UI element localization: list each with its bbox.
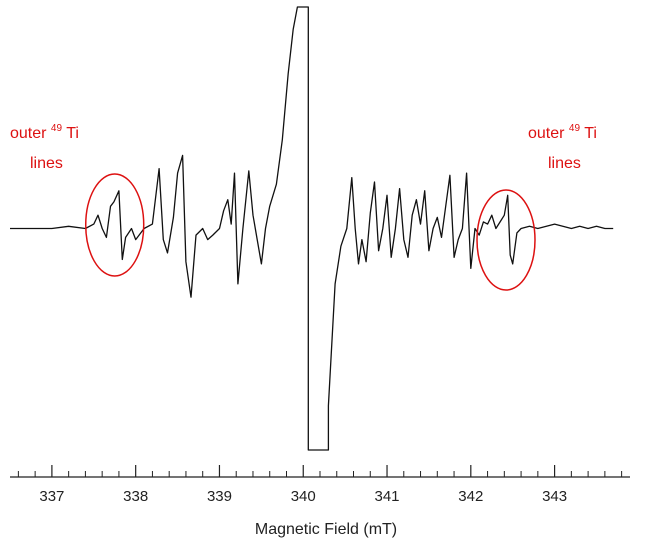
x-tick-label: 341 (375, 488, 400, 505)
x-tick-label: 337 (39, 488, 64, 505)
series-layer (10, 7, 613, 450)
annotations: outer 49 Ti lines outer 49 Ti lines (10, 123, 597, 290)
annotation-label: outer 49 Ti (528, 123, 597, 142)
annotation-ellipse (86, 174, 144, 276)
annotation-label-line2: lines (30, 155, 63, 172)
x-axis-title: Magnetic Field (mT) (255, 521, 397, 538)
x-tick-label: 338 (123, 488, 148, 505)
x-axis: 337 338 339 340 341 342 343 (10, 465, 630, 505)
x-tick-label: 339 (207, 488, 232, 505)
annotation-label-line2: lines (548, 155, 581, 172)
annotation-label: outer 49 Ti (10, 123, 79, 142)
x-tick-label: 343 (542, 488, 567, 505)
spectrum-line-0 (10, 7, 613, 450)
x-tick-label: 342 (458, 488, 483, 505)
x-tick-label: 340 (291, 488, 316, 505)
